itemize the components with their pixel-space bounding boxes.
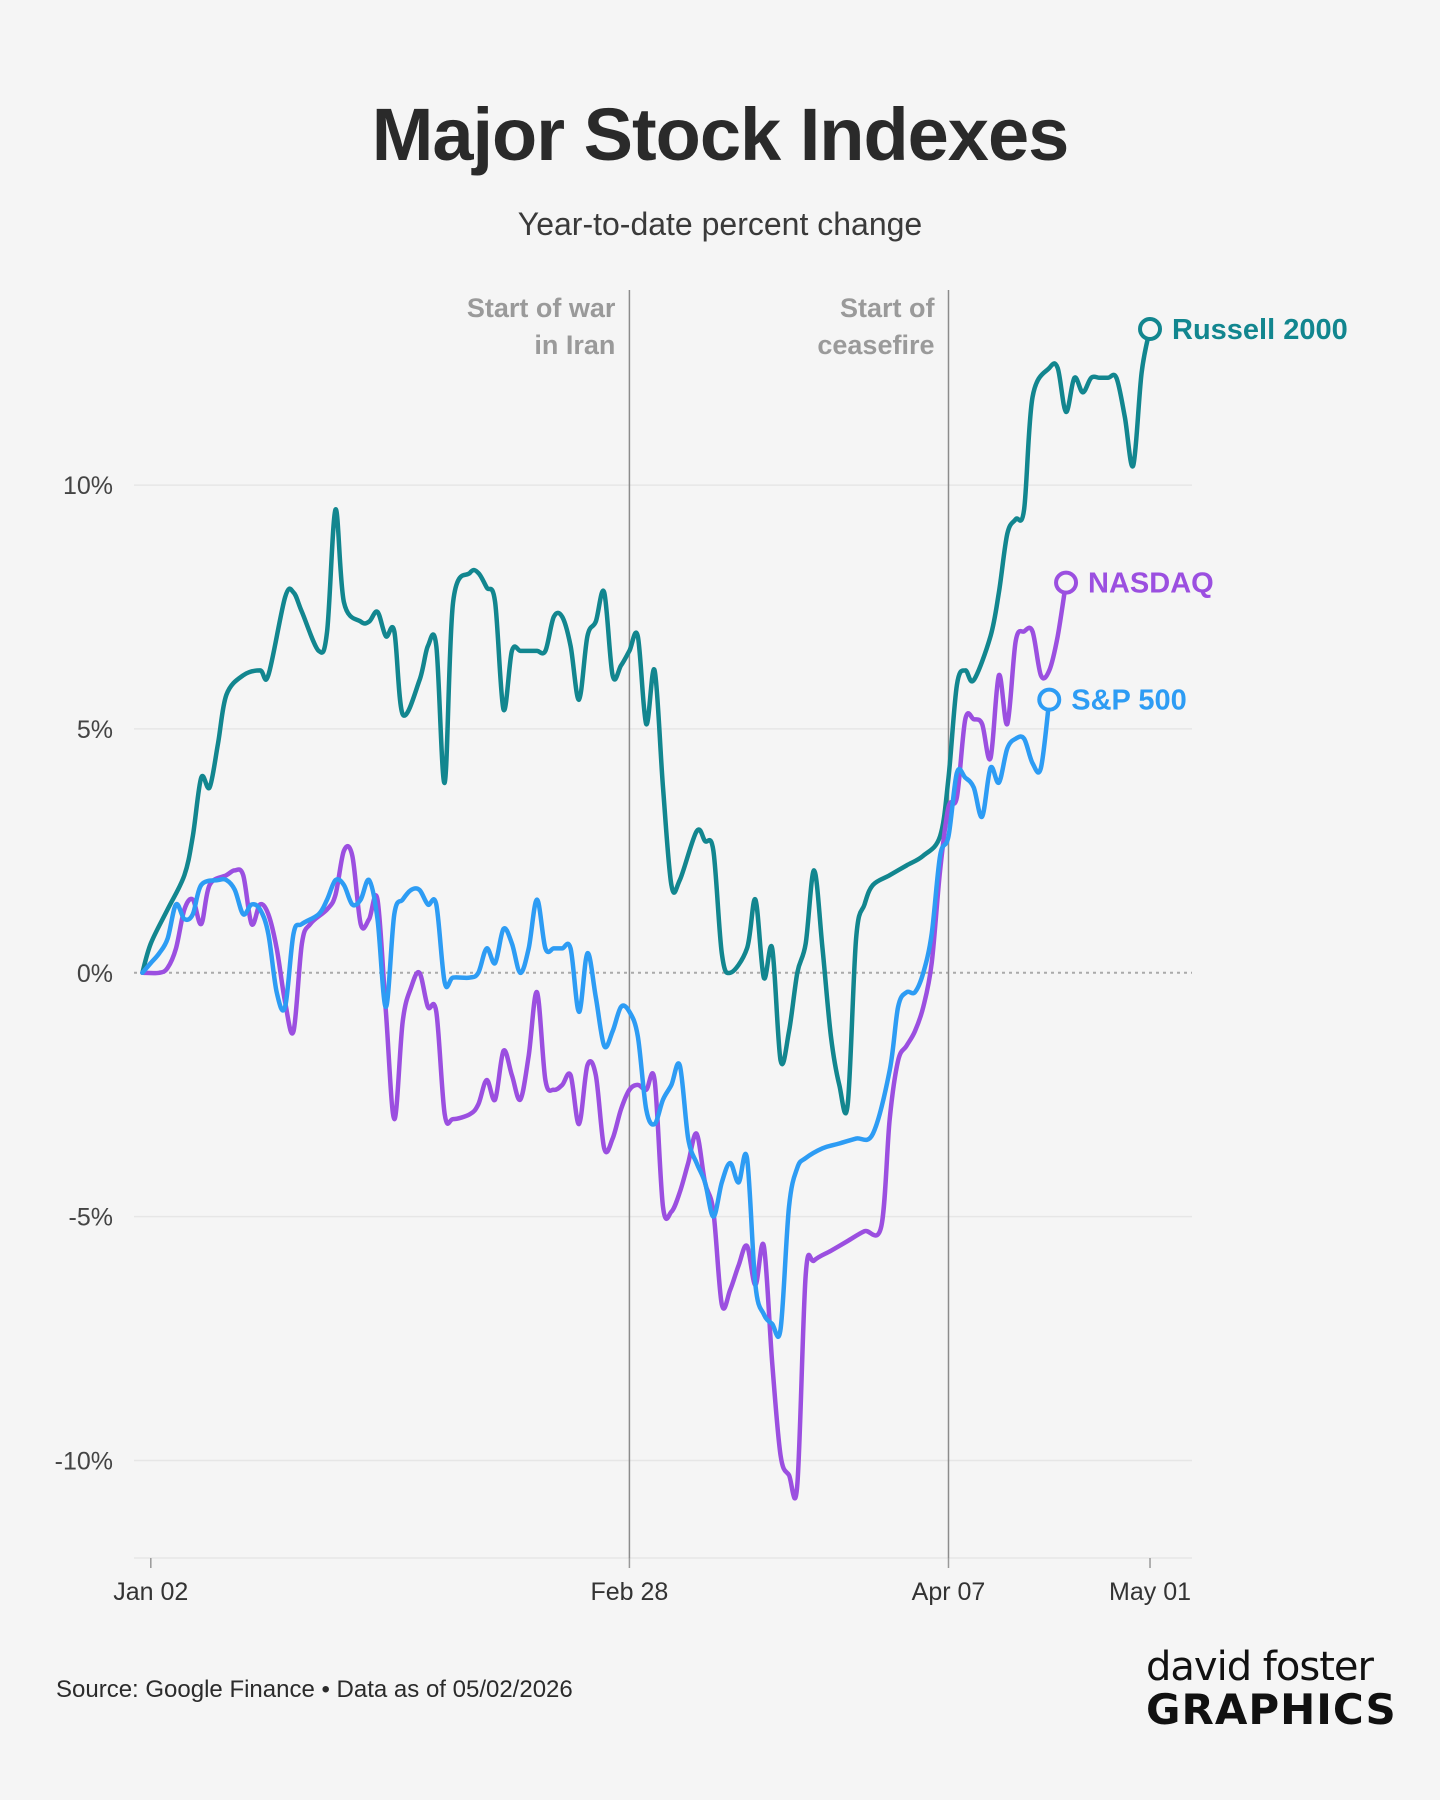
series-line-s-p-500	[140, 697, 1052, 1339]
grid-layer: 10% 5% 0% -5% -10% Jan 02 Feb 28 Apr 07 May 01	[55, 472, 1192, 1606]
source-note: Source: Google Finance • Data as of 05/0…	[56, 1676, 573, 1703]
y-tick-label: -10%	[55, 1447, 113, 1475]
x-tick-label: Feb 28	[590, 1578, 668, 1606]
y-tick-label: 0%	[77, 960, 113, 988]
series-line-nasdaq	[140, 580, 1069, 1501]
label-layer: Russell 2000 NASDAQ S&P 500	[1037, 314, 1348, 717]
logo-line-1: david foster	[1146, 1644, 1374, 1690]
logo-line-2: GRAPHICS	[1146, 1685, 1397, 1734]
series-label-s-p-500: S&P 500	[1071, 685, 1187, 717]
series-label-russell-2000: Russell 2000	[1172, 314, 1348, 346]
chart-subtitle: Year-to-date percent change	[517, 206, 923, 242]
annotation-label: ceasefire	[817, 330, 934, 360]
x-tick-label: Jan 02	[113, 1578, 188, 1606]
y-tick-label: 10%	[63, 472, 113, 500]
y-tick-label: -5%	[69, 1204, 113, 1232]
series-layer	[140, 326, 1153, 1501]
annotation-layer: Start of war in Iran Start of ceasefire	[467, 290, 950, 1558]
x-tick-label: May 01	[1109, 1578, 1191, 1606]
annotation-label: Start of war	[467, 293, 616, 323]
end-marker-s-p-500	[1037, 687, 1062, 712]
y-tick-label: 5%	[77, 716, 113, 744]
series-line-russell-2000	[140, 326, 1153, 1116]
end-marker-nasdaq	[1054, 570, 1079, 595]
annotation-label: Start of	[840, 293, 936, 323]
brand-logo: david foster GRAPHICS	[1146, 1644, 1397, 1734]
end-marker-russell-2000	[1138, 317, 1163, 342]
annotation-label: in Iran	[534, 330, 615, 360]
chart-title: Major Stock Indexes	[371, 93, 1070, 176]
series-label-nasdaq: NASDAQ	[1088, 568, 1214, 600]
x-tick-label: Apr 07	[912, 1578, 986, 1606]
